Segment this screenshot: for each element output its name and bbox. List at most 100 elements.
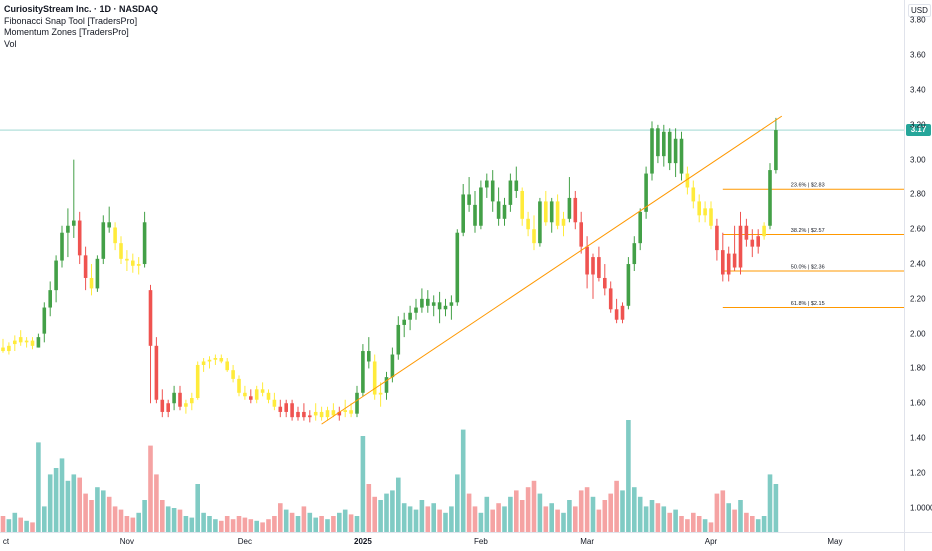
candle-body [479,187,483,226]
candle-body [372,361,377,395]
volume-bar [219,520,224,532]
volume-bar [272,516,277,532]
candle-body [272,399,277,407]
volume-bar [6,519,12,532]
currency-badge[interactable]: USD [908,4,931,17]
candle [219,354,224,364]
volume-bar [761,516,767,532]
candle-body [526,218,530,230]
volume-bar [95,487,100,532]
candle [284,399,288,418]
candle [243,385,247,400]
candle [331,403,336,418]
candle [201,358,206,372]
candle-body [490,180,495,202]
candle-body [284,403,288,412]
price-axis[interactable]: USD 3.17 3.80 3.60 3.40 3.20 3.00 2.80 2.60 2.4… [904,0,932,532]
candle [54,255,58,303]
candle-body [384,377,389,393]
candle-body [36,337,41,348]
volume-bar [254,520,259,532]
candle [490,170,495,212]
candle [355,385,359,418]
volume-bar [401,503,407,532]
volume-bar [313,517,318,532]
legend-title[interactable]: CuriosityStream Inc. · 1D · NASDAQ [4,4,159,14]
candle-body [178,392,182,407]
candle [367,337,371,369]
legend-indicator-momentum[interactable]: Momentum Zones [TradersPro] [4,27,129,37]
candle-body [184,403,188,407]
volume-bar [65,480,71,532]
candle [337,406,342,421]
candle-body [555,201,560,226]
volume-bar [620,490,625,532]
candle-body [744,225,749,240]
candle-body [726,253,731,275]
candle-body [567,197,572,219]
candle-body [66,225,70,233]
chart-plot-area[interactable]: 23.6% | $2.83 38.2% | $2.57 50.0% | $2.36 6… [0,0,904,532]
volume-bar [47,474,53,532]
y-tick-label: 2.80 [910,189,926,199]
candle [691,180,696,209]
volume-bar [750,516,755,532]
candle [24,337,29,348]
candle-body [95,258,100,289]
candle [650,121,654,181]
candlestick-chart: 23.6% | $2.83 38.2% | $2.57 50.0% | $2.36 6… [0,115,904,532]
candle-body [201,361,206,365]
candle [591,253,595,299]
candle [626,257,631,310]
candle-body [420,298,424,308]
candle [249,389,253,404]
candle-body [597,257,601,278]
volume-bar [0,516,6,532]
time-axis[interactable]: ct Nov Dec 2025 Feb Mar Apr May [0,532,904,551]
volume-bar [708,522,714,532]
candle-body [390,354,395,378]
candle-body [166,403,170,412]
volume-bar [508,496,513,532]
candle-body [455,232,460,303]
candle [449,295,454,320]
candle [384,371,389,400]
candle [266,389,271,404]
candle [697,194,701,223]
candle [667,128,672,171]
candle-body [673,138,678,164]
candle [148,284,153,404]
candle [36,333,41,348]
candle [455,229,460,306]
fib-level-label: 38.2% | $2.57 [791,228,825,234]
candle [585,236,589,289]
candle-body [148,290,153,346]
candle-body [426,298,430,306]
candle [190,392,194,411]
candle [726,246,731,282]
legend-indicator-fibonacci[interactable]: Fibonacci Snap Tool [TradersPro] [4,15,138,26]
candle [372,354,377,400]
candle-body [54,260,58,291]
candle [721,232,725,282]
candle [378,382,383,407]
candle-body [414,307,418,313]
candle-body [715,225,719,251]
volume-bar [484,496,490,532]
candle [632,236,637,271]
candle [620,302,625,324]
candle-body [142,222,147,265]
volume-bar [366,484,372,532]
candle-body [378,392,383,395]
candle-body [667,131,672,164]
x-tick-label: ct [2,537,10,546]
volume-bar [702,519,708,532]
candle [638,208,642,251]
candle [131,253,135,273]
volume-bar [360,436,366,532]
volume-bar [608,493,613,532]
legend-indicator-volume[interactable]: Vol [4,38,17,49]
candle [768,163,772,230]
candle-body [30,340,35,346]
candle [679,131,684,181]
